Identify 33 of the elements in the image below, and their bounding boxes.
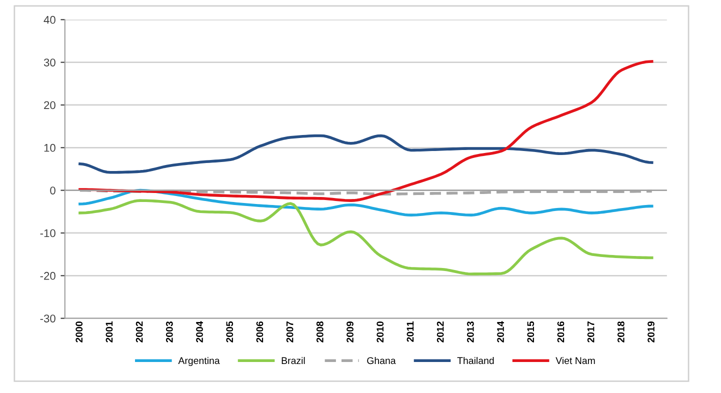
y-tick-label: 0 (50, 186, 56, 194)
x-tick-label: 2010 (376, 322, 384, 342)
x-tick-label: 2008 (316, 321, 324, 342)
x-tick-label: 2004 (196, 321, 203, 342)
x-tick-label: 2015 (527, 321, 534, 342)
x-tick-label: 2019 (648, 321, 654, 342)
y-tick-label: -20 (40, 272, 56, 280)
legend-label: Thailand (457, 356, 494, 364)
y-tick-label: 10 (44, 144, 56, 152)
x-tick-label: 2000 (76, 322, 83, 342)
x-tick-label: 2002 (136, 321, 143, 342)
legend-label: Viet Nam (556, 356, 595, 364)
x-tick-label: 2013 (466, 321, 474, 342)
x-tick-label: 2012 (436, 321, 444, 342)
x-tick-label: 2014 (497, 321, 504, 342)
y-tick-label: -30 (40, 314, 56, 322)
x-tick-label: 2011 (406, 321, 414, 342)
x-tick-label: 2009 (346, 321, 354, 342)
x-tick-label: 2003 (166, 321, 173, 342)
x-tick-label: 2006 (256, 321, 264, 342)
x-tick-label: 2001 (106, 321, 113, 342)
x-tick-label: 2018 (618, 321, 624, 342)
y-tick-label: 30 (44, 58, 56, 66)
x-tick-label: 2005 (226, 321, 234, 342)
y-tick-label: -10 (40, 229, 56, 238)
y-tick-label: 40 (44, 16, 56, 24)
x-tick-label: 2007 (286, 322, 294, 342)
legend-label: Brazil (282, 356, 305, 364)
x-tick-label: 2016 (557, 321, 564, 342)
y-tick-label: 20 (44, 101, 56, 110)
x-tick-label: 2017 (587, 322, 594, 342)
legend-label: Ghana (367, 356, 396, 364)
legend-label: Argentina (178, 356, 220, 366)
